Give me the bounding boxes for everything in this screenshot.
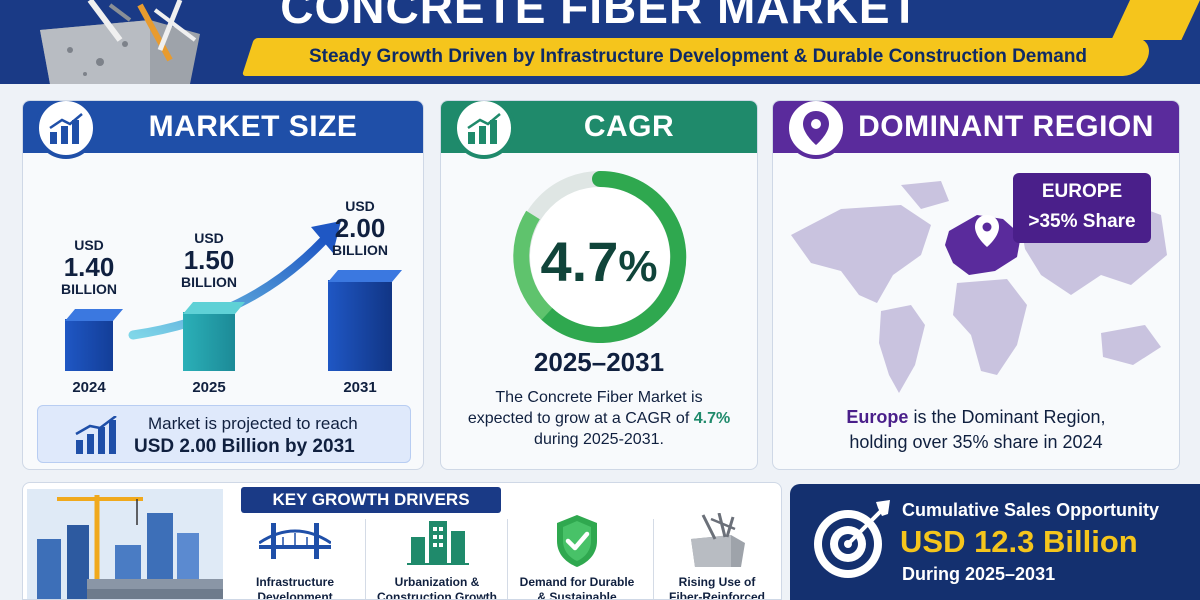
bar-unit: BILLION bbox=[61, 280, 117, 297]
driver-label-line2: Fiber-Reinforced bbox=[668, 590, 765, 600]
bar-currency: USD bbox=[345, 197, 375, 214]
divider bbox=[507, 519, 508, 599]
dominant-region-card: DOMINANT REGION EUROPE >35% Share Europe… bbox=[772, 100, 1180, 470]
bar-value-label: USD 1.50 BILLION bbox=[157, 230, 261, 290]
driver-label-line2: & Sustainable Materials bbox=[537, 590, 617, 600]
drivers-title: KEY GROWTH DRIVERS bbox=[241, 487, 501, 513]
driver-fiber-reinforced: Rising Use of Fiber-Reinforced bbox=[651, 511, 781, 600]
bar-unit: BILLION bbox=[181, 274, 237, 291]
cagr-heading: CAGR bbox=[583, 110, 675, 143]
page-title: Concrete Fiber Market bbox=[280, 0, 920, 33]
bar-year-label: 2024 bbox=[72, 379, 106, 396]
driver-durable-materials: Demand for Durable& Sustainable Material… bbox=[511, 511, 643, 600]
region-desc-name: Europe bbox=[846, 407, 909, 427]
bar-value: 2.00 bbox=[334, 212, 386, 243]
page-subtitle: Steady Growth Driven by Infrastructure D… bbox=[308, 46, 1088, 67]
cagr-desc-value: 4.7% bbox=[693, 410, 731, 427]
projection-value: USD 2.00 Billion by 2031 bbox=[134, 436, 355, 457]
concrete-fiber-icon bbox=[691, 513, 745, 567]
cagr-desc-text: The Concrete Fiber Market is expected to… bbox=[467, 389, 703, 427]
driver-label: Infrastructure Development bbox=[229, 575, 361, 600]
cumulative-sales-panel: Cumulative Sales Opportunity USD 12.3 Bi… bbox=[790, 484, 1200, 600]
divider bbox=[653, 519, 654, 599]
cagr-desc-period: during 2025-2031. bbox=[534, 431, 664, 448]
concrete-fiber-block-image bbox=[40, 0, 200, 84]
cagr-period: 2025–2031 bbox=[533, 347, 665, 377]
driver-label: Rising Use of Fiber-Reinforced bbox=[651, 575, 781, 600]
market-size-heading: MARKET SIZE bbox=[148, 110, 358, 143]
region-heading: DOMINANT REGION bbox=[858, 110, 1154, 143]
bar-value-label: USD 2.00 BILLION bbox=[302, 198, 418, 258]
region-desc-share: holding over 35% share in 2024 bbox=[849, 432, 1103, 452]
region-desc-text: is the Dominant Region, bbox=[913, 407, 1106, 427]
cumulative-label: Cumulative Sales Opportunity bbox=[902, 500, 1160, 520]
cagr-percent-sign: % bbox=[618, 242, 658, 291]
bridge-icon bbox=[259, 523, 331, 559]
construction-city-illustration bbox=[27, 489, 223, 599]
cagr-value: 4.7% bbox=[441, 229, 757, 294]
driver-infrastructure: Infrastructure Development bbox=[229, 511, 361, 600]
cumulative-value: USD 12.3 Billion bbox=[900, 524, 1138, 559]
bar-currency: USD bbox=[74, 236, 104, 253]
bar-2024 bbox=[65, 318, 113, 371]
driver-label-line1: Demand for Durable bbox=[519, 575, 635, 589]
header-banner: Concrete Fiber Market Steady Growth Driv… bbox=[0, 0, 1200, 84]
market-size-card: MARKET SIZE USD 1.40 BILLION 2024 USD 1.50 BIL… bbox=[22, 100, 424, 470]
projection-text: Market is projected to reach bbox=[148, 414, 358, 433]
region-callout: EUROPE >35% Share bbox=[1013, 173, 1151, 243]
cagr-card: CAGR 4.7% 2025–2031 The Concrete Fiber M… bbox=[440, 100, 758, 470]
key-growth-drivers-panel: KEY GROWTH DRIVERS Infrastructure Develop… bbox=[22, 482, 782, 600]
divider bbox=[365, 519, 366, 599]
bar-unit: BILLION bbox=[332, 241, 388, 258]
region-name: EUROPE bbox=[1041, 181, 1123, 202]
bar-year-label: 2031 bbox=[343, 379, 377, 396]
driver-label-line1: Urbanization & bbox=[394, 575, 480, 589]
cumulative-period: During 2025–2031 bbox=[902, 564, 1056, 584]
region-description: Europe is the Dominant Region, holding o… bbox=[783, 405, 1169, 455]
bar-2025 bbox=[183, 312, 235, 371]
cagr-ring bbox=[513, 171, 687, 343]
bar-top-face bbox=[327, 269, 403, 282]
bar-year-label: 2025 bbox=[192, 379, 226, 396]
bar-currency: USD bbox=[194, 230, 224, 247]
cagr-description: The Concrete Fiber Market is expected to… bbox=[461, 387, 737, 450]
projection-note: Market is projected to reach USD 2.00 Bi… bbox=[37, 405, 411, 463]
bar-chart-growth-icon bbox=[35, 101, 97, 159]
driver-label: Urbanization & Construction Growth bbox=[371, 575, 503, 600]
bar-top-face bbox=[64, 308, 124, 321]
cagr-number: 4.7 bbox=[540, 230, 619, 293]
europe-pin-icon bbox=[975, 215, 999, 247]
driver-urbanization: Urbanization & Construction Growth bbox=[371, 511, 503, 600]
buildings-icon bbox=[407, 521, 469, 565]
bar-value: 1.50 bbox=[183, 245, 235, 276]
driver-label-line2: Development bbox=[257, 590, 333, 600]
driver-label: Demand for Durable& Sustainable Material… bbox=[511, 575, 643, 600]
driver-label-line2: Construction Growth bbox=[377, 590, 497, 600]
target-arrow-icon bbox=[814, 500, 890, 578]
driver-label-line1: Infrastructure bbox=[255, 575, 335, 589]
growth-chart-icon bbox=[75, 416, 117, 454]
region-share: >35% Share bbox=[1028, 211, 1136, 232]
location-pin-icon bbox=[785, 101, 847, 159]
bar-value-label: USD 1.40 BILLION bbox=[39, 237, 139, 297]
shield-check-icon bbox=[557, 515, 597, 567]
bar-top-face bbox=[182, 302, 246, 315]
bar-value: 1.40 bbox=[63, 251, 115, 282]
bar-2031 bbox=[328, 279, 392, 371]
bar-chart-growth-icon bbox=[453, 101, 515, 159]
driver-label-line1: Rising Use of bbox=[678, 575, 756, 589]
